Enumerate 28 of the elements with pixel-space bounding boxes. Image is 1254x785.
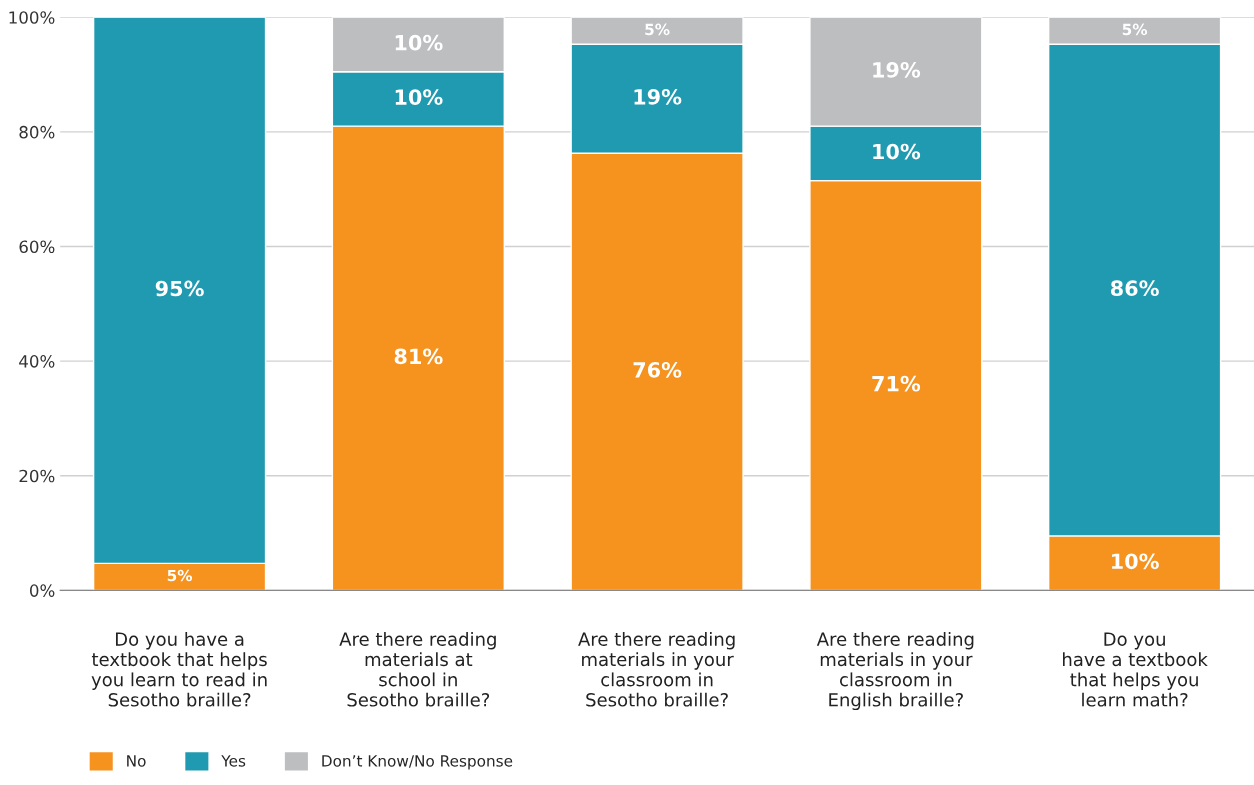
data-label: 5% xyxy=(645,23,670,36)
legend-label: No xyxy=(127,755,146,767)
y-tick-label: 0% xyxy=(29,584,55,597)
data-label: 10% xyxy=(395,34,443,51)
x-tick-label: Do you have a textbook that helps you learn math? xyxy=(1063,632,1208,707)
data-label: 19% xyxy=(873,62,921,78)
data-label: 86% xyxy=(1110,280,1159,297)
data-label: 19% xyxy=(634,88,682,105)
x-tick-label: Are there reading materials at school in Sesotho braille? xyxy=(339,631,496,707)
data-label: 5% xyxy=(1122,23,1148,36)
data-label: 81% xyxy=(394,348,443,365)
legend-label: Don’t Know/No Response xyxy=(322,755,513,770)
y-tick-label: 80% xyxy=(19,125,55,139)
data-label: 10% xyxy=(395,89,443,105)
y-tick-label: 40% xyxy=(19,355,55,368)
data-label: 95% xyxy=(155,280,204,297)
data-label: 71% xyxy=(872,375,921,392)
data-label: 10% xyxy=(873,143,921,160)
y-tick-label: 20% xyxy=(19,469,55,483)
legend-label: Yes xyxy=(221,755,246,767)
data-label: 76% xyxy=(633,361,682,378)
data-label: 5% xyxy=(167,569,193,582)
data-label: 10% xyxy=(1112,553,1159,570)
y-tick-label: 100% xyxy=(9,11,55,24)
x-tick-label: Are there reading materials in your classroom in Sesotho braille? xyxy=(578,631,735,707)
x-tick-label: Are there reading materials in your classroom in English braille? xyxy=(816,631,974,711)
x-tick-label: Do you have a textbook that helps you learn to read in Sesotho braille? xyxy=(91,631,267,707)
y-tick-label: 60% xyxy=(19,240,55,254)
